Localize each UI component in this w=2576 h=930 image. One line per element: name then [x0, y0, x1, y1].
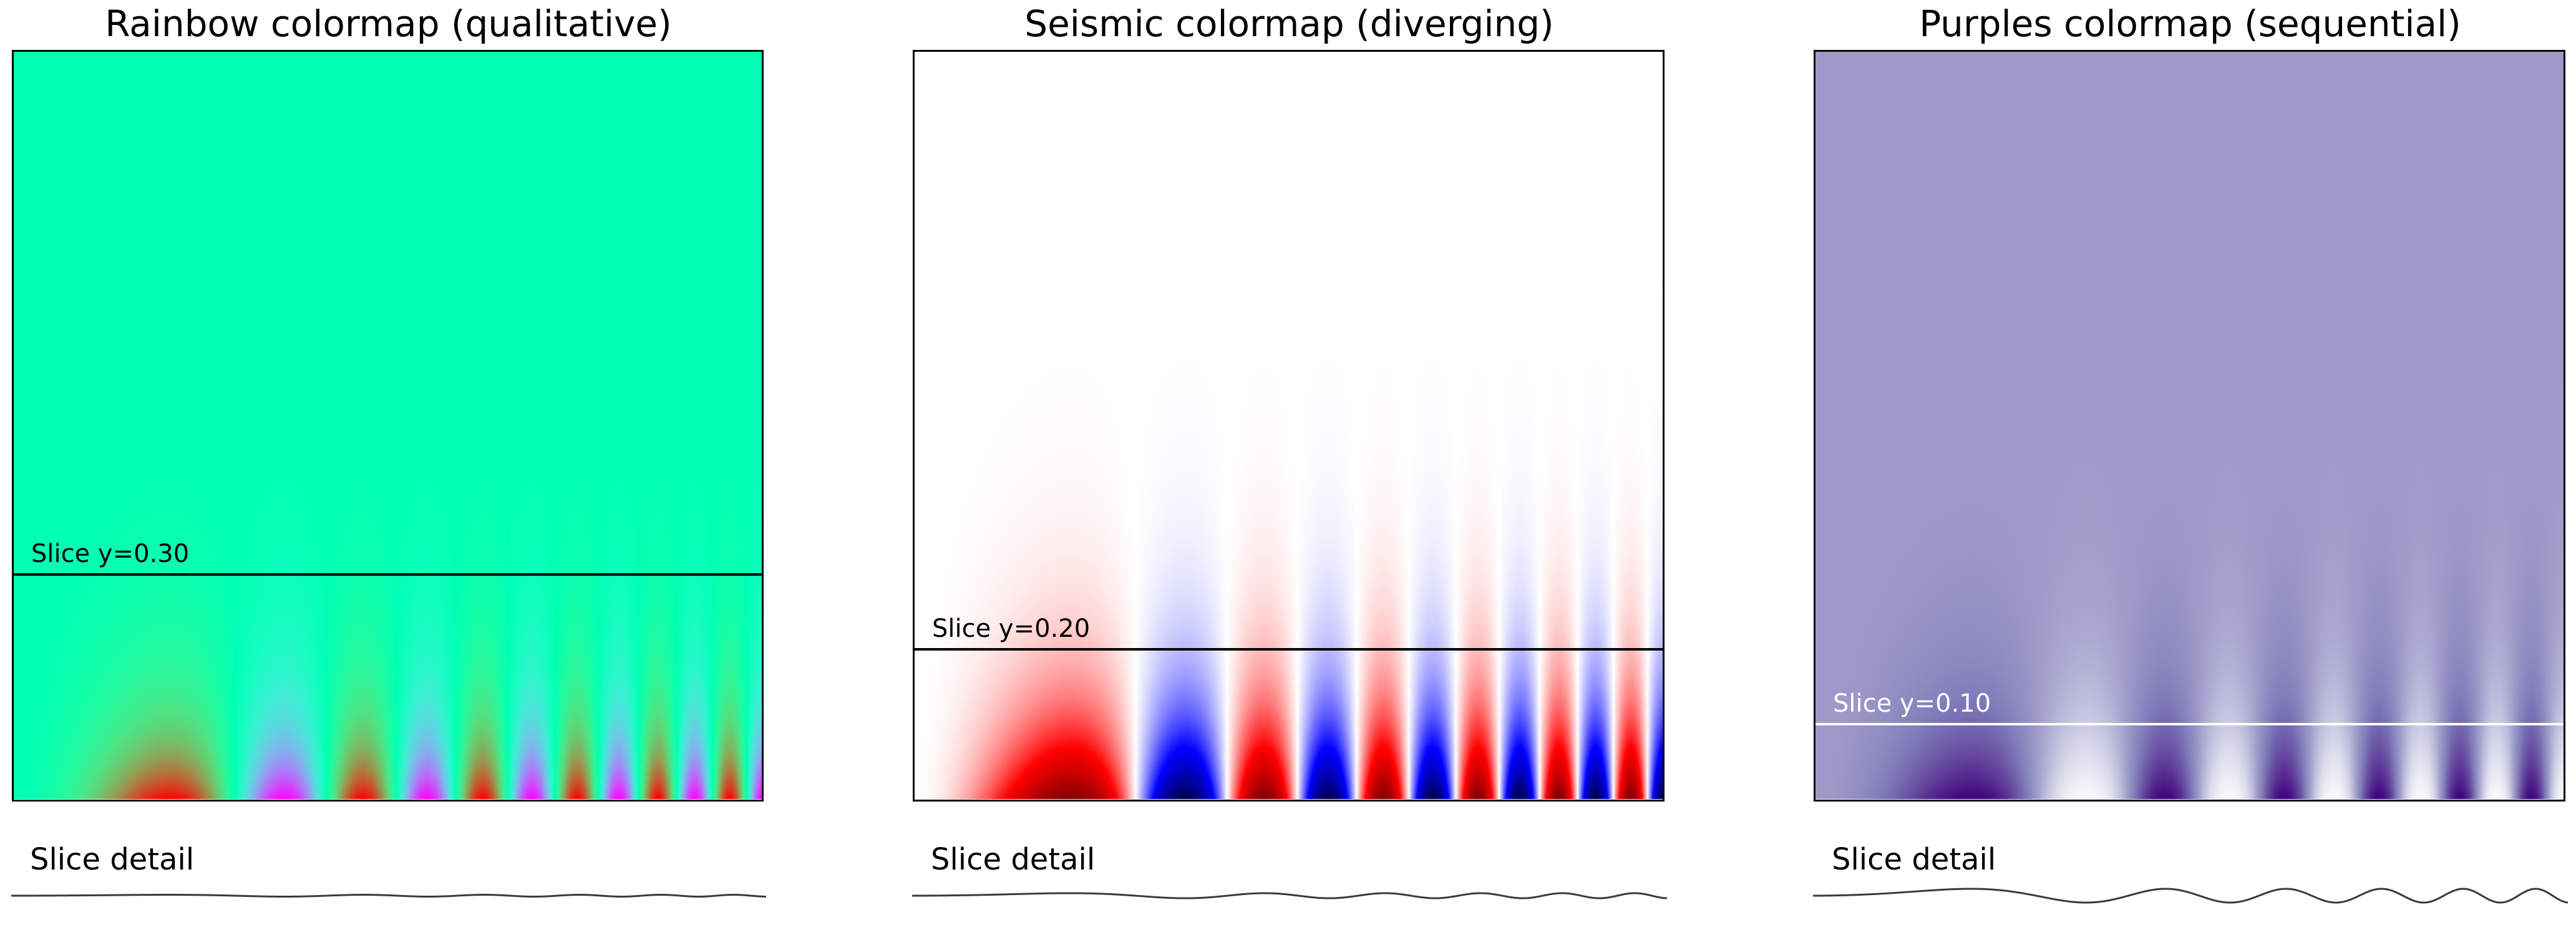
slice-annotation-rainbow: Slice y=0.30 [31, 540, 190, 569]
slice-detail-line [11, 894, 767, 898]
heatmap-seismic [915, 51, 1663, 799]
panel-title-rainbow: Rainbow colormap (qualitative) [105, 2, 672, 45]
heatmap-purples [1815, 51, 2564, 799]
slice-line-purples [1815, 723, 2564, 726]
slice-line-seismic [915, 648, 1663, 651]
slice-annotation-seismic: Slice y=0.20 [932, 614, 1091, 644]
slice-detail-label-purples: Slice detail [1832, 842, 1996, 877]
slice-detail-line [912, 892, 1668, 899]
slice-detail-line [1813, 888, 2569, 904]
panel-title-purples: Purples colormap (sequential) [1919, 2, 2461, 45]
slice-detail-plot-rainbow [11, 894, 767, 898]
slice-detail-plot-purples [1813, 888, 2569, 904]
panel-title-seismic: Seismic colormap (diverging) [1024, 2, 1554, 45]
slice-detail-label-rainbow: Slice detail [30, 842, 195, 877]
slice-annotation-purples: Slice y=0.10 [1833, 689, 1991, 719]
slice-detail-label-seismic: Slice detail [931, 842, 1096, 877]
slice-detail-plot-seismic [912, 892, 1668, 899]
heatmap-rainbow [14, 51, 762, 799]
slice-line-rainbow [14, 573, 762, 576]
